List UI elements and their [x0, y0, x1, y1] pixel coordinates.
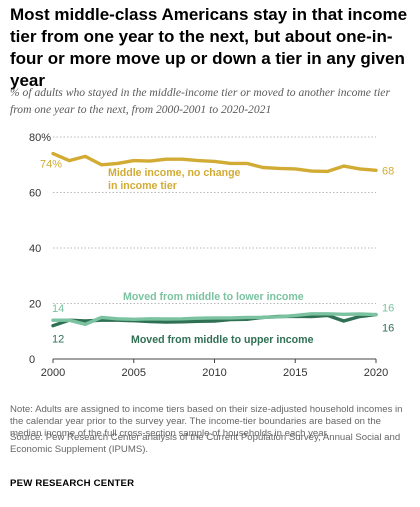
y-tick-label: 40: [29, 243, 41, 255]
series-label-upper: Moved from middle to upper income: [131, 334, 314, 346]
series-line-lower: [51, 312, 378, 327]
chart-title: Most middle-class Americans stay in that…: [10, 5, 408, 90]
chart-note: Note: Adults are assigned to income tier…: [10, 404, 403, 440]
series-label-lower: Moved from middle to lower income: [123, 291, 304, 303]
end-value-label-middle: 68: [382, 165, 394, 177]
series-line-upper: [51, 312, 378, 328]
y-tick-label: 80%: [29, 132, 51, 144]
chart-subtitle: % of adults who stayed in the middle-inc…: [10, 86, 390, 116]
x-tick-label: 2020: [364, 367, 388, 379]
start-value-label-middle: 74%: [40, 159, 62, 171]
series-label-middle: Middle income, no change: [108, 167, 241, 179]
start-value-label-upper: 12: [52, 334, 64, 346]
chart-source: Source: Pew Research Center analysis of …: [10, 432, 401, 456]
x-tick-label: 2015: [283, 367, 307, 379]
brand-label: PEW RESEARCH CENTER: [10, 478, 135, 489]
x-tick-label: 2005: [122, 367, 146, 379]
y-tick-label: 0: [29, 354, 35, 366]
x-tick-label: 2000: [41, 367, 65, 379]
y-tick-label: 60: [29, 188, 41, 200]
start-value-label-lower: 14: [52, 303, 64, 315]
x-tick-label: 2010: [202, 367, 226, 379]
series-label-middle: in income tier: [108, 180, 177, 192]
end-value-label-lower: 16: [382, 303, 394, 315]
line-chart: 0 20 40 60 80% 2000 2005 2010 2015 2020 74% 68 14 16 1…: [29, 132, 394, 379]
series-line-middle: [51, 151, 378, 174]
end-value-label-upper: 16: [382, 323, 394, 335]
y-tick-label: 20: [29, 299, 41, 311]
